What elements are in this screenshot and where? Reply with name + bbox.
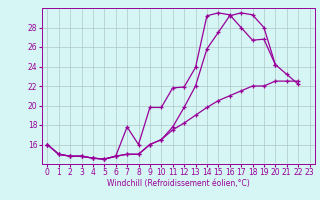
X-axis label: Windchill (Refroidissement éolien,°C): Windchill (Refroidissement éolien,°C) <box>107 179 250 188</box>
